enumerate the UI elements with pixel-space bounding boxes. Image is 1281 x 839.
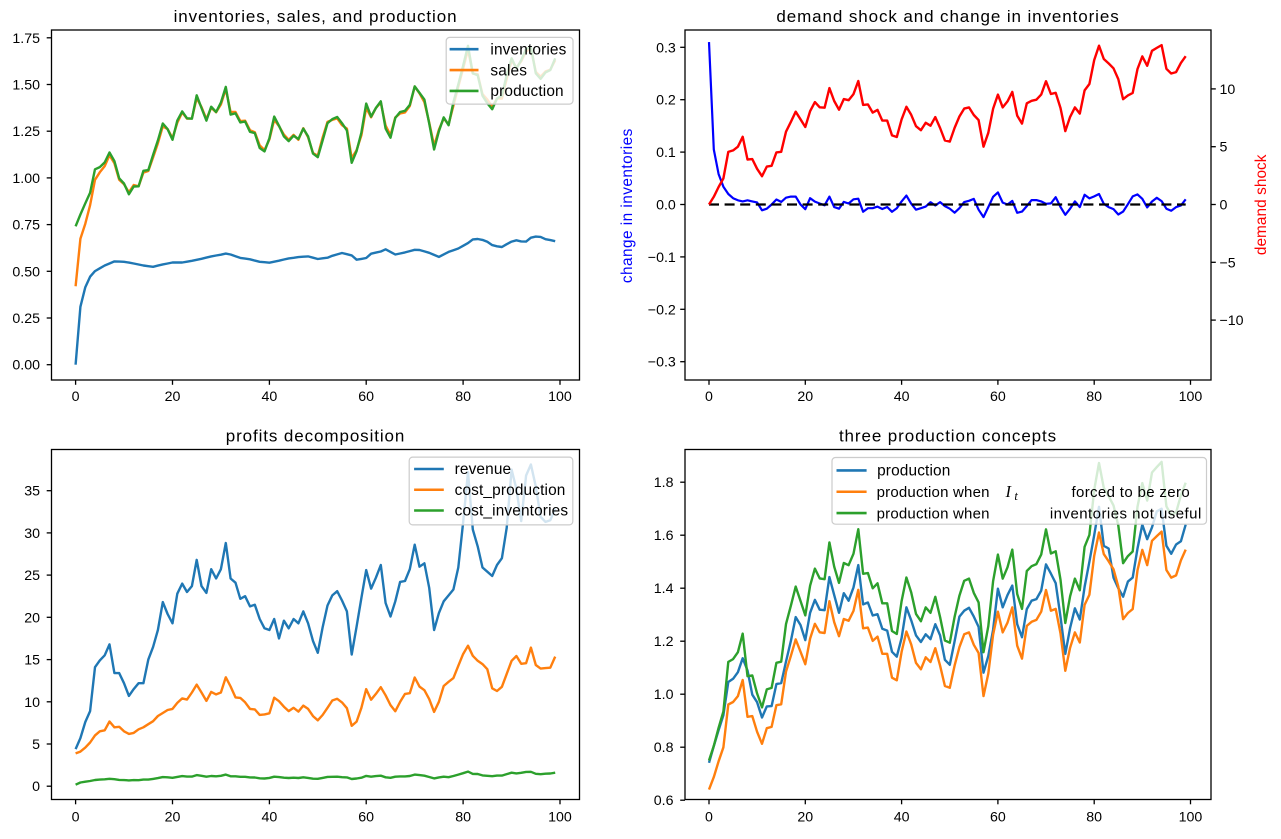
svg-text:1.0: 1.0 (654, 687, 674, 703)
svg-text:1.2: 1.2 (654, 634, 674, 650)
svg-text:production: production (877, 463, 950, 480)
svg-text:0: 0 (705, 389, 713, 405)
svg-text:0: 0 (72, 810, 80, 826)
svg-text:20: 20 (797, 810, 813, 826)
svg-text:production when: production when (877, 484, 990, 501)
svg-text:0: 0 (72, 389, 80, 405)
svg-text:inventories not useful: inventories not useful (1050, 505, 1202, 522)
svg-text:25: 25 (24, 568, 40, 584)
svg-text:60: 60 (358, 389, 374, 405)
svg-text:10: 10 (24, 695, 40, 711)
svg-text:production: production (490, 83, 563, 100)
svg-text:revenue: revenue (455, 461, 512, 478)
svg-text:0: 0 (705, 810, 713, 826)
svg-text:0.25: 0.25 (12, 311, 40, 327)
svg-text:40: 40 (894, 389, 910, 405)
svg-text:100: 100 (1179, 389, 1203, 405)
svg-text:80: 80 (1086, 810, 1102, 826)
svg-text:40: 40 (894, 810, 910, 826)
svg-text:production when: production when (877, 505, 990, 522)
svg-text:0.2: 0.2 (656, 93, 676, 109)
svg-text:0: 0 (32, 779, 40, 795)
svg-text:20: 20 (797, 389, 813, 405)
svg-text:80: 80 (455, 389, 471, 405)
svg-text:1.75: 1.75 (12, 31, 40, 47)
svg-text:100: 100 (1179, 810, 1203, 826)
svg-text:1.4: 1.4 (654, 581, 674, 597)
svg-text:5: 5 (1220, 140, 1228, 156)
svg-text:demand shock: demand shock (1253, 154, 1270, 255)
svg-text:−0.1: −0.1 (648, 250, 676, 266)
svg-text:30: 30 (24, 526, 40, 542)
svg-text:−0.2: −0.2 (648, 302, 676, 318)
svg-text:change in inventories: change in inventories (619, 128, 636, 283)
svg-text:0.00: 0.00 (12, 358, 40, 374)
svg-text:profits decomposition: profits decomposition (226, 427, 406, 446)
svg-text:40: 40 (262, 389, 278, 405)
svg-text:60: 60 (358, 810, 374, 826)
svg-text:15: 15 (24, 653, 40, 669)
svg-text:10: 10 (1220, 82, 1236, 98)
svg-text:100: 100 (548, 389, 572, 405)
svg-text:cost_production: cost_production (455, 482, 566, 499)
svg-text:40: 40 (262, 810, 278, 826)
svg-text:0.75: 0.75 (12, 218, 40, 234)
svg-text:sales: sales (490, 62, 527, 79)
svg-text:0.3: 0.3 (656, 40, 676, 56)
svg-text:inventories, sales, and produc: inventories, sales, and production (174, 7, 458, 26)
svg-text:1.8: 1.8 (654, 475, 674, 491)
svg-text:−10: −10 (1220, 313, 1244, 329)
svg-text:forced to be zero: forced to be zero (1072, 484, 1191, 501)
svg-text:−0.3: −0.3 (648, 355, 676, 371)
svg-text:inventories: inventories (490, 41, 566, 58)
svg-text:three production concepts: three production concepts (839, 427, 1057, 446)
svg-text:1.00: 1.00 (12, 171, 40, 187)
svg-text:0.1: 0.1 (656, 145, 676, 161)
svg-text:demand shock and change in inv: demand shock and change in inventories (776, 7, 1119, 26)
svg-text:100: 100 (548, 810, 572, 826)
svg-text:1.25: 1.25 (12, 124, 40, 140)
svg-text:0: 0 (1220, 198, 1228, 214)
svg-text:5: 5 (32, 737, 40, 753)
svg-text:1.50: 1.50 (12, 78, 40, 94)
svg-text:20: 20 (165, 810, 181, 826)
svg-text:35: 35 (24, 484, 40, 500)
svg-text:0.6: 0.6 (654, 793, 674, 809)
svg-text:−5: −5 (1220, 255, 1236, 271)
svg-text:20: 20 (24, 610, 40, 626)
svg-text:0.8: 0.8 (654, 740, 674, 756)
svg-text:60: 60 (990, 389, 1006, 405)
svg-text:cost_inventories: cost_inventories (455, 503, 569, 520)
svg-text:80: 80 (455, 810, 471, 826)
svg-text:20: 20 (165, 389, 181, 405)
svg-text:60: 60 (990, 810, 1006, 826)
svg-text:1.6: 1.6 (654, 528, 674, 544)
svg-text:0.50: 0.50 (12, 264, 40, 280)
svg-text:80: 80 (1086, 389, 1102, 405)
svg-text:0.0: 0.0 (656, 198, 676, 214)
